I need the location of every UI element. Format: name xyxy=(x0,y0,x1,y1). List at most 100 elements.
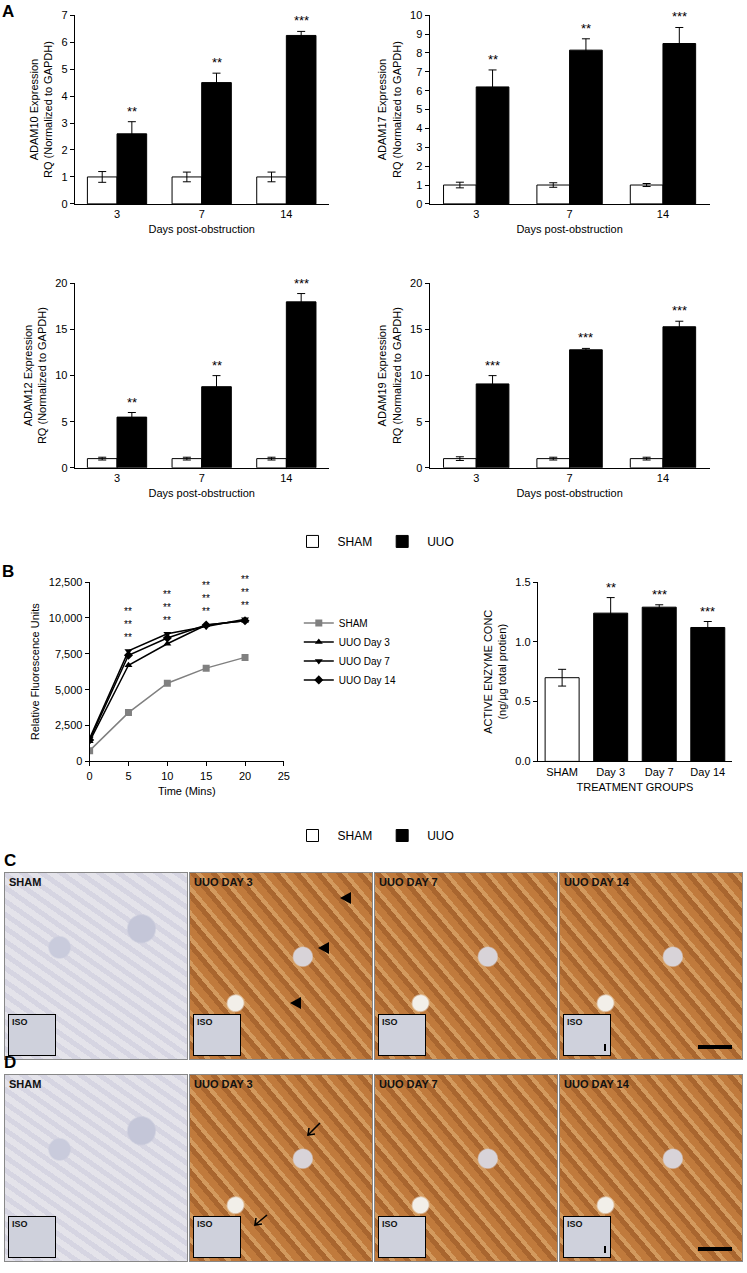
svg-text:1: 1 xyxy=(416,179,422,191)
svg-text:15: 15 xyxy=(410,323,422,335)
svg-text:0.5: 0.5 xyxy=(515,695,530,707)
svg-text:4: 4 xyxy=(416,122,422,134)
svg-text:**: ** xyxy=(212,358,222,373)
svg-text:7: 7 xyxy=(567,472,573,484)
svg-text:3: 3 xyxy=(473,472,479,484)
svg-text:******: ****** xyxy=(124,606,132,643)
svg-text:10: 10 xyxy=(161,770,173,782)
svg-text:2: 2 xyxy=(416,160,422,172)
svg-text:9: 9 xyxy=(416,28,422,40)
svg-text:2,500: 2,500 xyxy=(55,719,83,731)
svg-text:4: 4 xyxy=(61,90,67,102)
svg-text:***: *** xyxy=(294,13,309,28)
svg-text:******: ****** xyxy=(163,589,171,626)
svg-text:1.0: 1.0 xyxy=(515,636,530,648)
svg-text:7,500: 7,500 xyxy=(55,648,83,660)
svg-text:5: 5 xyxy=(61,63,67,75)
svg-text:***: *** xyxy=(700,604,715,619)
svg-text:14: 14 xyxy=(280,472,292,484)
svg-text:25: 25 xyxy=(278,770,290,782)
svg-text:***: *** xyxy=(652,587,667,602)
svg-text:UUO: UUO xyxy=(427,829,454,843)
svg-text:Days post-obstruction: Days post-obstruction xyxy=(516,223,622,235)
svg-text:3: 3 xyxy=(114,208,120,220)
svg-text:0: 0 xyxy=(416,198,422,210)
svg-text:UUO: UUO xyxy=(427,535,454,549)
svg-text:0: 0 xyxy=(61,198,67,210)
svg-text:0: 0 xyxy=(87,770,93,782)
svg-text:**: ** xyxy=(127,395,137,410)
svg-text:5: 5 xyxy=(416,103,422,115)
svg-text:7: 7 xyxy=(567,208,573,220)
svg-text:***: *** xyxy=(578,330,593,345)
svg-text:TREATMENT GROUPS: TREATMENT GROUPS xyxy=(576,781,693,793)
svg-text:15: 15 xyxy=(55,323,67,335)
svg-text:3: 3 xyxy=(473,208,479,220)
svg-text:0: 0 xyxy=(61,462,67,474)
svg-text:***: *** xyxy=(294,276,309,291)
svg-text:******: ****** xyxy=(241,574,249,611)
svg-text:20: 20 xyxy=(55,277,67,289)
svg-text:14: 14 xyxy=(280,208,292,220)
svg-text:8: 8 xyxy=(416,47,422,59)
svg-text:SHAM: SHAM xyxy=(338,535,373,549)
svg-text:14: 14 xyxy=(657,208,669,220)
svg-text:Day 14: Day 14 xyxy=(690,766,725,778)
svg-text:2: 2 xyxy=(61,144,67,156)
svg-text:12,500: 12,500 xyxy=(49,576,83,588)
svg-text:ADAM19 ExpressionRQ (Normalize: ADAM19 ExpressionRQ (Normalized to GAPDH… xyxy=(376,307,402,444)
svg-text:**: ** xyxy=(127,104,137,119)
svg-text:7: 7 xyxy=(199,472,205,484)
svg-text:**: ** xyxy=(581,21,591,36)
svg-text:7: 7 xyxy=(199,208,205,220)
svg-text:5: 5 xyxy=(125,770,131,782)
svg-text:Days post-obstruction: Days post-obstruction xyxy=(516,487,622,499)
svg-text:ACTIVE ENZYME CONC(ng/µg total: ACTIVE ENZYME CONC(ng/µg total protien) xyxy=(482,610,508,734)
svg-text:5: 5 xyxy=(61,416,67,428)
svg-text:UUO Day 14: UUO Day 14 xyxy=(339,675,396,686)
svg-text:15: 15 xyxy=(200,770,212,782)
svg-text:B: B xyxy=(2,562,14,581)
svg-text:Relative Fluorescence Units: Relative Fluorescence Units xyxy=(29,603,41,740)
svg-text:10: 10 xyxy=(410,9,422,21)
svg-text:20: 20 xyxy=(239,770,251,782)
svg-text:Day 3: Day 3 xyxy=(596,766,625,778)
svg-text:UUO Day 7: UUO Day 7 xyxy=(339,656,391,667)
svg-text:ADAM12 ExpressionRQ (Normalize: ADAM12 ExpressionRQ (Normalized to GAPDH… xyxy=(22,307,48,444)
svg-text:5: 5 xyxy=(416,416,422,428)
svg-text:6: 6 xyxy=(61,36,67,48)
svg-text:0: 0 xyxy=(416,462,422,474)
svg-text:SHAM: SHAM xyxy=(338,829,373,843)
svg-text:6: 6 xyxy=(416,85,422,97)
svg-text:UUO Day 3: UUO Day 3 xyxy=(339,637,391,648)
svg-text:Time (Mins): Time (Mins) xyxy=(158,785,216,797)
svg-text:***: *** xyxy=(672,9,687,24)
svg-text:Days post-obstruction: Days post-obstruction xyxy=(148,223,254,235)
svg-text:10: 10 xyxy=(410,369,422,381)
svg-text:Day 7: Day 7 xyxy=(645,766,674,778)
svg-text:***: *** xyxy=(672,303,687,318)
svg-text:14: 14 xyxy=(657,472,669,484)
svg-text:7: 7 xyxy=(416,66,422,78)
svg-text:SHAM: SHAM xyxy=(339,618,368,629)
svg-text:******: ****** xyxy=(202,580,210,617)
svg-text:***: *** xyxy=(485,358,500,373)
svg-text:5,000: 5,000 xyxy=(55,684,83,696)
svg-text:3: 3 xyxy=(416,141,422,153)
svg-text:ADAM17 ExpressionRQ (Normalize: ADAM17 ExpressionRQ (Normalized to GAPDH… xyxy=(376,41,402,178)
svg-text:0: 0 xyxy=(76,755,82,767)
svg-text:**: ** xyxy=(488,52,498,67)
svg-text:20: 20 xyxy=(410,277,422,289)
svg-text:7: 7 xyxy=(61,9,67,21)
svg-text:SHAM: SHAM xyxy=(546,766,578,778)
svg-text:**: ** xyxy=(212,55,222,70)
svg-text:1: 1 xyxy=(61,171,67,183)
svg-text:0.0: 0.0 xyxy=(515,755,530,767)
svg-text:10: 10 xyxy=(55,369,67,381)
svg-text:3: 3 xyxy=(114,472,120,484)
svg-text:3: 3 xyxy=(61,117,67,129)
svg-text:1.5: 1.5 xyxy=(515,576,530,588)
svg-text:ADAM10 ExpressionRQ (Normalize: ADAM10 ExpressionRQ (Normalized to GAPDH… xyxy=(28,41,54,178)
svg-text:**: ** xyxy=(606,580,616,595)
svg-text:Days post-obstruction: Days post-obstruction xyxy=(148,487,254,499)
